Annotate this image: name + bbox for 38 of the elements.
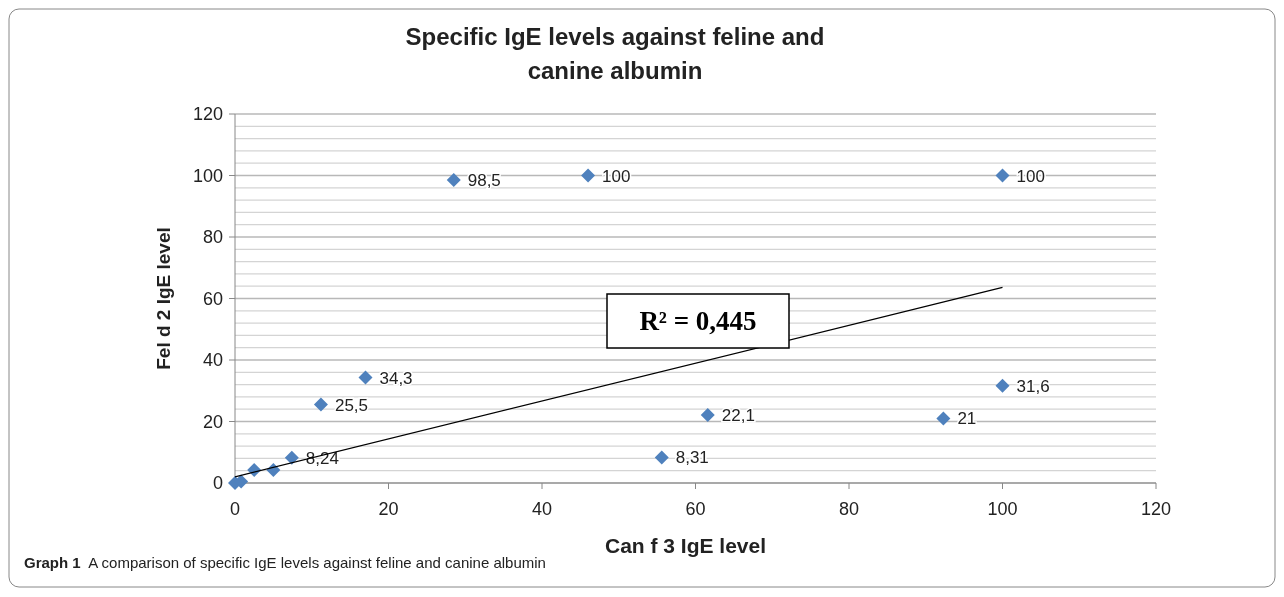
point xyxy=(995,168,1010,183)
y-tick-label: 100 xyxy=(192,165,223,186)
x-axis-title: Can f 3 IgE level xyxy=(604,534,767,557)
annotation: R² = 0,445 xyxy=(639,306,757,336)
data-label: 100 xyxy=(1016,166,1045,186)
point xyxy=(654,450,669,465)
data-label: 98,5 xyxy=(467,171,501,191)
x-tick-label: 80 xyxy=(838,499,860,519)
y-tick-label: 40 xyxy=(202,350,223,371)
point xyxy=(358,370,373,385)
y-tick-label: 20 xyxy=(202,411,223,432)
x-tick-label: 100 xyxy=(987,499,1018,519)
y-tick-label: 60 xyxy=(202,288,223,309)
x-tick-label: 60 xyxy=(685,499,706,519)
point xyxy=(700,408,715,423)
point xyxy=(313,397,328,412)
x-tick-label: 40 xyxy=(531,499,553,519)
data-label: 31,6 xyxy=(1016,376,1050,396)
data-label: 34,3 xyxy=(379,368,413,388)
caption: Graph 1 A comparison of specific IgE levels against feline and canine albumin xyxy=(24,554,546,571)
data-label: 8,31 xyxy=(675,448,709,468)
y-tick-label: 0 xyxy=(212,473,223,494)
data-label: 21 xyxy=(957,409,977,429)
data-label: 25,5 xyxy=(334,395,369,415)
point xyxy=(995,378,1010,393)
point xyxy=(581,168,596,183)
data-label: 22,1 xyxy=(721,406,755,426)
y-tick-label: 80 xyxy=(202,227,223,248)
x-tick-label: 120 xyxy=(1140,499,1172,519)
chart-title: Specific IgE levels against feline and canine albumin xyxy=(404,22,826,86)
x-tick-label: 20 xyxy=(378,499,399,519)
point xyxy=(446,173,461,188)
x-tick-label: 0 xyxy=(229,499,241,519)
y-tick-label: 120 xyxy=(192,104,223,125)
data-label: 100 xyxy=(602,166,631,186)
y-axis-title: Fel d 2 IgE level xyxy=(153,227,174,370)
point xyxy=(284,450,299,465)
point xyxy=(936,411,951,426)
